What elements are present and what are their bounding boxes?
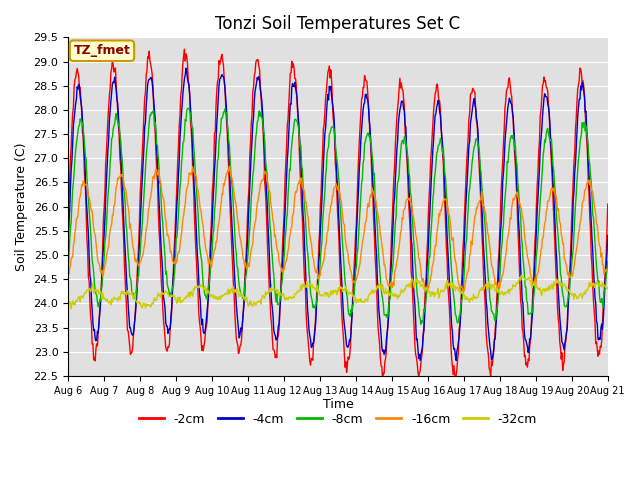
Line: -32cm: -32cm — [68, 276, 608, 309]
-8cm — [404, 158, 412, 164]
-8cm — [74, 129, 82, 135]
-8cm — [604, 258, 612, 264]
-4cm — [130, 331, 138, 336]
-32cm — [67, 306, 75, 312]
-4cm — [64, 241, 72, 247]
-16cm — [604, 267, 612, 273]
-32cm — [518, 273, 525, 278]
-4cm — [214, 109, 221, 115]
-2cm — [64, 207, 72, 213]
-32cm — [185, 289, 193, 295]
-32cm — [420, 286, 428, 292]
-4cm — [604, 232, 612, 238]
-32cm — [214, 297, 221, 303]
-2cm — [604, 201, 612, 207]
-8cm — [130, 290, 138, 296]
-2cm — [185, 84, 193, 89]
-4cm — [404, 170, 412, 176]
-32cm — [604, 285, 612, 291]
-2cm — [130, 332, 138, 337]
-32cm — [404, 284, 412, 289]
-16cm — [64, 269, 72, 275]
X-axis label: Time: Time — [323, 398, 353, 411]
-4cm — [420, 313, 428, 319]
-4cm — [416, 358, 424, 363]
-2cm — [214, 79, 221, 85]
-2cm — [420, 301, 428, 307]
Title: Tonzi Soil Temperatures Set C: Tonzi Soil Temperatures Set C — [216, 15, 461, 33]
-2cm — [180, 46, 188, 52]
-16cm — [226, 163, 234, 169]
-8cm — [214, 158, 221, 164]
-8cm — [185, 106, 193, 111]
-16cm — [420, 279, 428, 285]
-2cm — [74, 70, 82, 75]
-8cm — [420, 309, 428, 315]
Legend: -2cm, -4cm, -8cm, -16cm, -32cm: -2cm, -4cm, -8cm, -16cm, -32cm — [134, 408, 542, 431]
-4cm — [182, 65, 190, 71]
Y-axis label: Soil Temperature (C): Soil Temperature (C) — [15, 143, 28, 271]
-32cm — [64, 295, 72, 301]
-16cm — [74, 213, 82, 219]
-8cm — [417, 321, 425, 327]
-4cm — [185, 82, 193, 88]
Line: -2cm: -2cm — [68, 49, 608, 382]
Line: -16cm: -16cm — [68, 166, 608, 292]
-16cm — [213, 239, 221, 245]
-32cm — [75, 294, 83, 300]
-16cm — [130, 246, 138, 252]
-16cm — [493, 289, 501, 295]
Line: -8cm: -8cm — [68, 108, 608, 324]
-8cm — [64, 269, 72, 275]
-8cm — [184, 106, 192, 111]
-4cm — [74, 86, 82, 92]
-16cm — [184, 181, 192, 187]
-32cm — [131, 292, 138, 298]
-16cm — [404, 195, 412, 201]
-2cm — [379, 379, 387, 384]
-2cm — [405, 203, 413, 209]
Line: -4cm: -4cm — [68, 68, 608, 360]
Text: TZ_fmet: TZ_fmet — [74, 44, 131, 57]
